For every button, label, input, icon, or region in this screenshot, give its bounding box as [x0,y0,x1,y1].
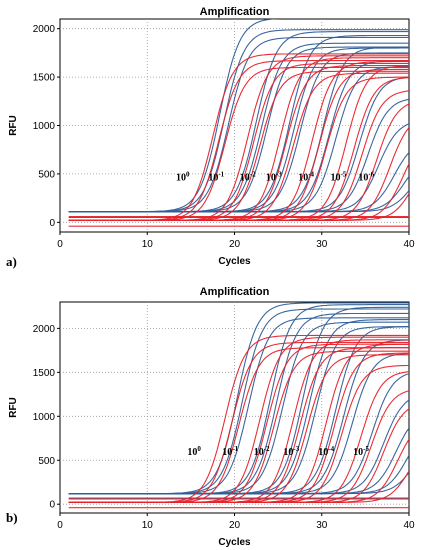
amplification-curve-red [68,193,409,221]
dilution-base: 10 [222,447,232,458]
dilution-base: 10 [176,173,186,184]
dilution-base: 10 [187,447,197,458]
dilution-label: 10-5 [330,171,346,184]
dilution-exponent: 0 [197,445,201,453]
y-tick-label: 2000 [33,324,56,335]
dilution-label: 10-1 [222,445,238,458]
x-tick-label: 30 [316,520,328,531]
dilution-base: 10 [208,173,218,184]
dilution-base: 10 [358,173,368,184]
y-tick-label: 500 [38,456,55,467]
dilution-exponent: -5 [340,171,346,179]
x-tick-label: 20 [229,239,241,250]
dilution-exponent: -3 [276,171,282,179]
dilution-base: 10 [330,173,340,184]
chart-title: Amplification [200,286,270,298]
dilution-label: 10-3 [283,445,299,458]
dilution-exponent: 0 [186,171,190,179]
x-axis-label: Cycles [218,256,251,267]
x-tick-label: 30 [316,239,328,250]
dilution-exponent: -6 [368,171,374,179]
dilution-base: 10 [254,447,264,458]
x-tick-label: 20 [229,520,241,531]
x-tick-label: 0 [57,520,63,531]
dilution-base: 10 [353,447,363,458]
x-tick-label: 0 [57,239,63,250]
dilution-label: 10-2 [254,445,270,458]
dilution-label: 10-4 [318,445,334,458]
dilution-exponent: -1 [232,445,238,453]
x-tick-label: 10 [142,520,154,531]
dilution-exponent: -3 [293,445,299,453]
dilution-label: 10-2 [240,171,256,184]
y-tick-label: 2000 [33,24,56,35]
chart-title: Amplification [200,6,270,18]
dilution-label: 10-4 [298,171,314,184]
curve-group [68,19,409,227]
panel-label: b) [6,510,18,525]
dilution-exponent: -4 [328,445,334,453]
dilution-label: 100 [176,171,190,184]
x-axis-label: Cycles [218,537,251,548]
dilution-label: 10-3 [266,171,282,184]
dilution-label: 100 [187,445,201,458]
dilution-label: 10-5 [353,445,369,458]
y-tick-label: 0 [49,218,55,229]
y-tick-label: 0 [49,500,55,511]
x-tick-label: 40 [403,520,415,531]
curve-group [68,302,409,509]
dilution-label: 10-1 [208,171,224,184]
dilution-base: 10 [240,173,250,184]
dilution-exponent: -2 [250,171,256,179]
x-tick-label: 40 [403,239,415,250]
y-tick-label: 500 [38,169,55,180]
dilution-base: 10 [266,173,276,184]
dilution-base: 10 [283,447,293,458]
y-tick-label: 1500 [33,73,56,84]
dilution-base: 10 [298,173,308,184]
dilution-exponent: -2 [264,445,270,453]
y-tick-label: 1500 [33,368,56,379]
y-tick-label: 1000 [33,412,56,423]
x-tick-label: 10 [142,239,154,250]
amplification-curve-red [68,470,409,503]
dilution-exponent: -5 [363,445,369,453]
dilution-label: 10-6 [358,171,374,184]
dilution-base: 10 [318,447,328,458]
amplification-curve-blue [68,190,409,213]
dilution-exponent: -1 [218,171,224,179]
y-axis-label: RFU [8,115,19,136]
y-tick-label: 1000 [33,121,56,132]
dilution-exponent: -4 [308,171,314,179]
y-axis-label: RFU [8,397,19,418]
panel-label: a) [6,254,17,269]
